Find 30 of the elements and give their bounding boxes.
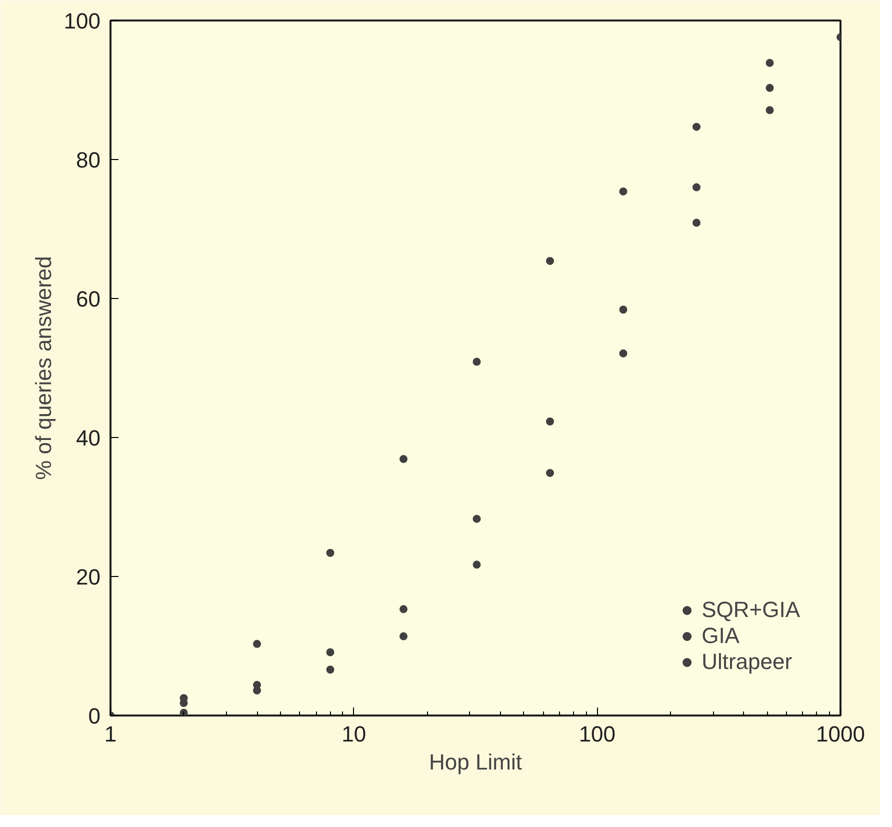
point bbox=[326, 666, 334, 674]
point bbox=[546, 468, 554, 477]
point bbox=[472, 514, 481, 523]
legend-label: SQR+GIA bbox=[702, 597, 800, 623]
point bbox=[692, 218, 701, 227]
point bbox=[180, 708, 188, 716]
legend-label: Ultrapeer bbox=[702, 649, 792, 675]
point bbox=[400, 632, 408, 640]
point bbox=[619, 349, 628, 358]
legend-label: GIA bbox=[702, 623, 740, 649]
x-tick-label: 1000 bbox=[816, 722, 865, 746]
point bbox=[766, 106, 774, 114]
y-tick-label: 80 bbox=[76, 148, 101, 172]
y-tick-label: 40 bbox=[76, 426, 101, 450]
y-axis-title: % of queries answered bbox=[30, 256, 56, 480]
point bbox=[472, 560, 481, 569]
x-tick-label: 10 bbox=[342, 722, 366, 746]
point bbox=[546, 418, 554, 426]
x-tick-label: 1 bbox=[104, 722, 117, 746]
point bbox=[400, 605, 408, 614]
point bbox=[766, 84, 774, 92]
point bbox=[619, 306, 628, 314]
point bbox=[692, 183, 701, 192]
x-tick-label: 100 bbox=[578, 722, 616, 746]
y-tick-label: 0 bbox=[88, 704, 101, 728]
point bbox=[326, 648, 334, 656]
x-axis-title: Hop Limit bbox=[429, 750, 522, 774]
y-tick-label: 100 bbox=[64, 8, 101, 34]
y-tick-label: 20 bbox=[76, 564, 101, 590]
y-tick-label: 60 bbox=[76, 286, 101, 312]
